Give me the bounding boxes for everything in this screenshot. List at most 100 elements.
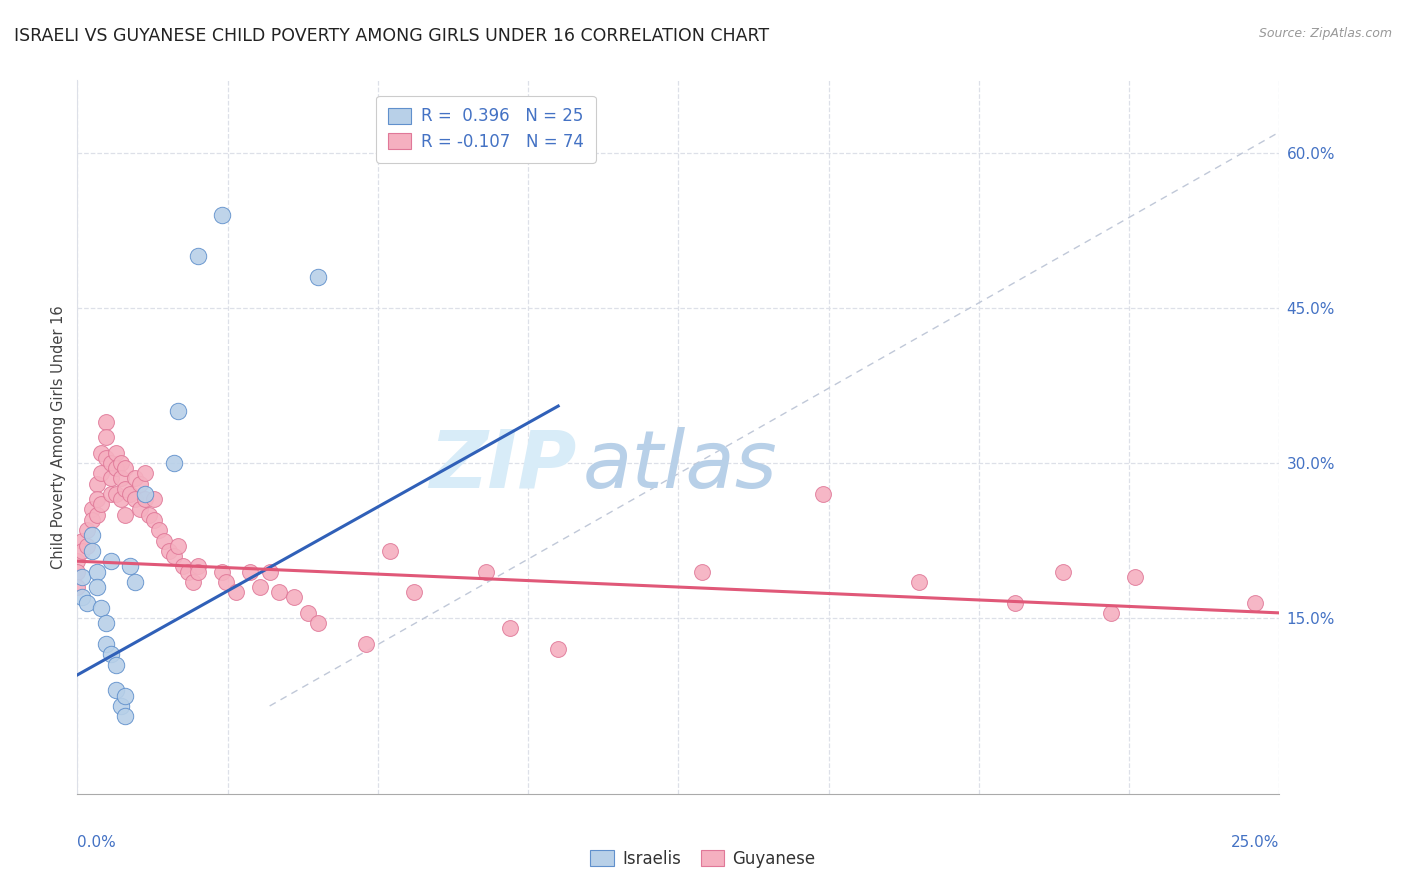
Point <box>86 476 108 491</box>
Point <box>110 456 132 470</box>
Point <box>86 492 108 507</box>
Point <box>66 565 89 579</box>
Point <box>157 544 180 558</box>
Point <box>80 528 103 542</box>
Point <box>499 621 522 635</box>
Text: Source: ZipAtlas.com: Source: ZipAtlas.com <box>1258 27 1392 40</box>
Point <box>86 565 108 579</box>
Point <box>297 606 319 620</box>
Point <box>167 539 190 553</box>
Point <box>114 689 136 703</box>
Point <box>104 487 127 501</box>
Point <box>80 502 103 516</box>
Point <box>70 591 93 605</box>
Point <box>66 554 89 568</box>
Point <box>96 415 118 429</box>
Point <box>547 642 569 657</box>
Point <box>143 513 166 527</box>
Point <box>100 471 122 485</box>
Point <box>249 580 271 594</box>
Point <box>80 544 103 558</box>
Point <box>124 471 146 485</box>
Point <box>908 574 931 589</box>
Legend: R =  0.396   N = 25, R = -0.107   N = 74: R = 0.396 N = 25, R = -0.107 N = 74 <box>377 95 596 162</box>
Point <box>811 487 834 501</box>
Point <box>100 487 122 501</box>
Point <box>283 591 305 605</box>
Point <box>187 565 209 579</box>
Point <box>104 445 127 459</box>
Point <box>162 549 184 563</box>
Point <box>100 647 122 661</box>
Text: 0.0%: 0.0% <box>77 836 117 850</box>
Point <box>76 596 98 610</box>
Point <box>120 559 142 574</box>
Point <box>110 698 132 713</box>
Point <box>354 637 377 651</box>
Point <box>110 492 132 507</box>
Point <box>138 508 160 522</box>
Point <box>225 585 247 599</box>
Point <box>181 574 204 589</box>
Point <box>148 523 170 537</box>
Point <box>211 208 233 222</box>
Point <box>1123 570 1146 584</box>
Point <box>96 616 118 631</box>
Legend: Israelis, Guyanese: Israelis, Guyanese <box>583 844 823 875</box>
Point <box>104 683 127 698</box>
Point <box>120 487 142 501</box>
Point <box>70 533 93 548</box>
Point <box>96 637 118 651</box>
Point <box>128 476 150 491</box>
Point <box>402 585 425 599</box>
Point <box>187 249 209 263</box>
Point <box>96 430 118 444</box>
Point <box>90 467 112 481</box>
Point <box>307 269 329 284</box>
Point <box>104 461 127 475</box>
Point <box>1099 606 1122 620</box>
Point <box>692 565 714 579</box>
Point <box>1052 565 1074 579</box>
Point <box>134 492 156 507</box>
Point <box>80 513 103 527</box>
Point <box>1244 596 1267 610</box>
Point <box>153 533 176 548</box>
Point <box>104 657 127 672</box>
Point <box>172 559 194 574</box>
Point <box>96 450 118 465</box>
Text: atlas: atlas <box>582 426 778 505</box>
Point <box>134 487 156 501</box>
Point <box>269 585 291 599</box>
Point <box>86 508 108 522</box>
Point <box>162 456 184 470</box>
Point <box>110 471 132 485</box>
Point <box>1004 596 1026 610</box>
Point <box>76 539 98 553</box>
Point <box>143 492 166 507</box>
Text: ZIP: ZIP <box>429 426 576 505</box>
Point <box>70 544 93 558</box>
Point <box>114 508 136 522</box>
Point <box>100 456 122 470</box>
Point <box>239 565 262 579</box>
Point <box>211 565 233 579</box>
Point <box>90 445 112 459</box>
Point <box>259 565 281 579</box>
Point <box>128 502 150 516</box>
Point <box>124 492 146 507</box>
Point <box>90 600 112 615</box>
Point <box>90 497 112 511</box>
Point <box>100 554 122 568</box>
Y-axis label: Child Poverty Among Girls Under 16: Child Poverty Among Girls Under 16 <box>51 305 66 569</box>
Point <box>475 565 498 579</box>
Point <box>66 580 89 594</box>
Point <box>167 404 190 418</box>
Point <box>114 709 136 723</box>
Point <box>114 482 136 496</box>
Point <box>124 574 146 589</box>
Point <box>215 574 238 589</box>
Text: 25.0%: 25.0% <box>1232 836 1279 850</box>
Point <box>307 616 329 631</box>
Point <box>378 544 401 558</box>
